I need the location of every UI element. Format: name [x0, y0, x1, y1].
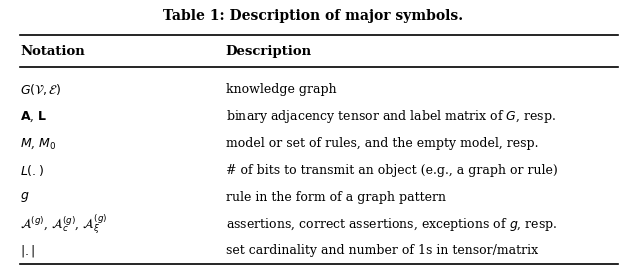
Text: $M$, $M_0$: $M$, $M_0$ — [20, 136, 56, 151]
Text: Notation: Notation — [20, 44, 85, 57]
Text: binary adjacency tensor and label matrix of $G$, resp.: binary adjacency tensor and label matrix… — [226, 108, 556, 125]
Text: $\mathcal{A}^{(g)}$, $\mathcal{A}_c^{(g)}$, $\mathcal{A}_{\xi}^{(g)}$: $\mathcal{A}^{(g)}$, $\mathcal{A}_c^{(g)… — [20, 212, 108, 236]
Text: set cardinality and number of 1s in tensor/matrix: set cardinality and number of 1s in tens… — [226, 244, 538, 257]
Text: Description: Description — [226, 44, 312, 57]
Text: # of bits to transmit an object (e.g., a graph or rule): # of bits to transmit an object (e.g., a… — [226, 164, 557, 177]
Text: knowledge graph: knowledge graph — [226, 83, 336, 96]
Text: $|.|$: $|.|$ — [20, 243, 35, 259]
Text: rule in the form of a graph pattern: rule in the form of a graph pattern — [226, 191, 445, 204]
Text: $\mathbf{A}$, $\mathbf{L}$: $\mathbf{A}$, $\mathbf{L}$ — [20, 109, 47, 124]
Text: $g$: $g$ — [20, 190, 29, 204]
Text: assertions, correct assertions, exceptions of $g$, resp.: assertions, correct assertions, exceptio… — [226, 215, 557, 233]
Text: $G(\mathcal{V}, \mathcal{E})$: $G(\mathcal{V}, \mathcal{E})$ — [20, 82, 61, 97]
Text: $L(.)$: $L(.)$ — [20, 163, 44, 178]
Text: Table 1: Description of major symbols.: Table 1: Description of major symbols. — [163, 9, 463, 23]
Text: model or set of rules, and the empty model, resp.: model or set of rules, and the empty mod… — [226, 137, 538, 150]
